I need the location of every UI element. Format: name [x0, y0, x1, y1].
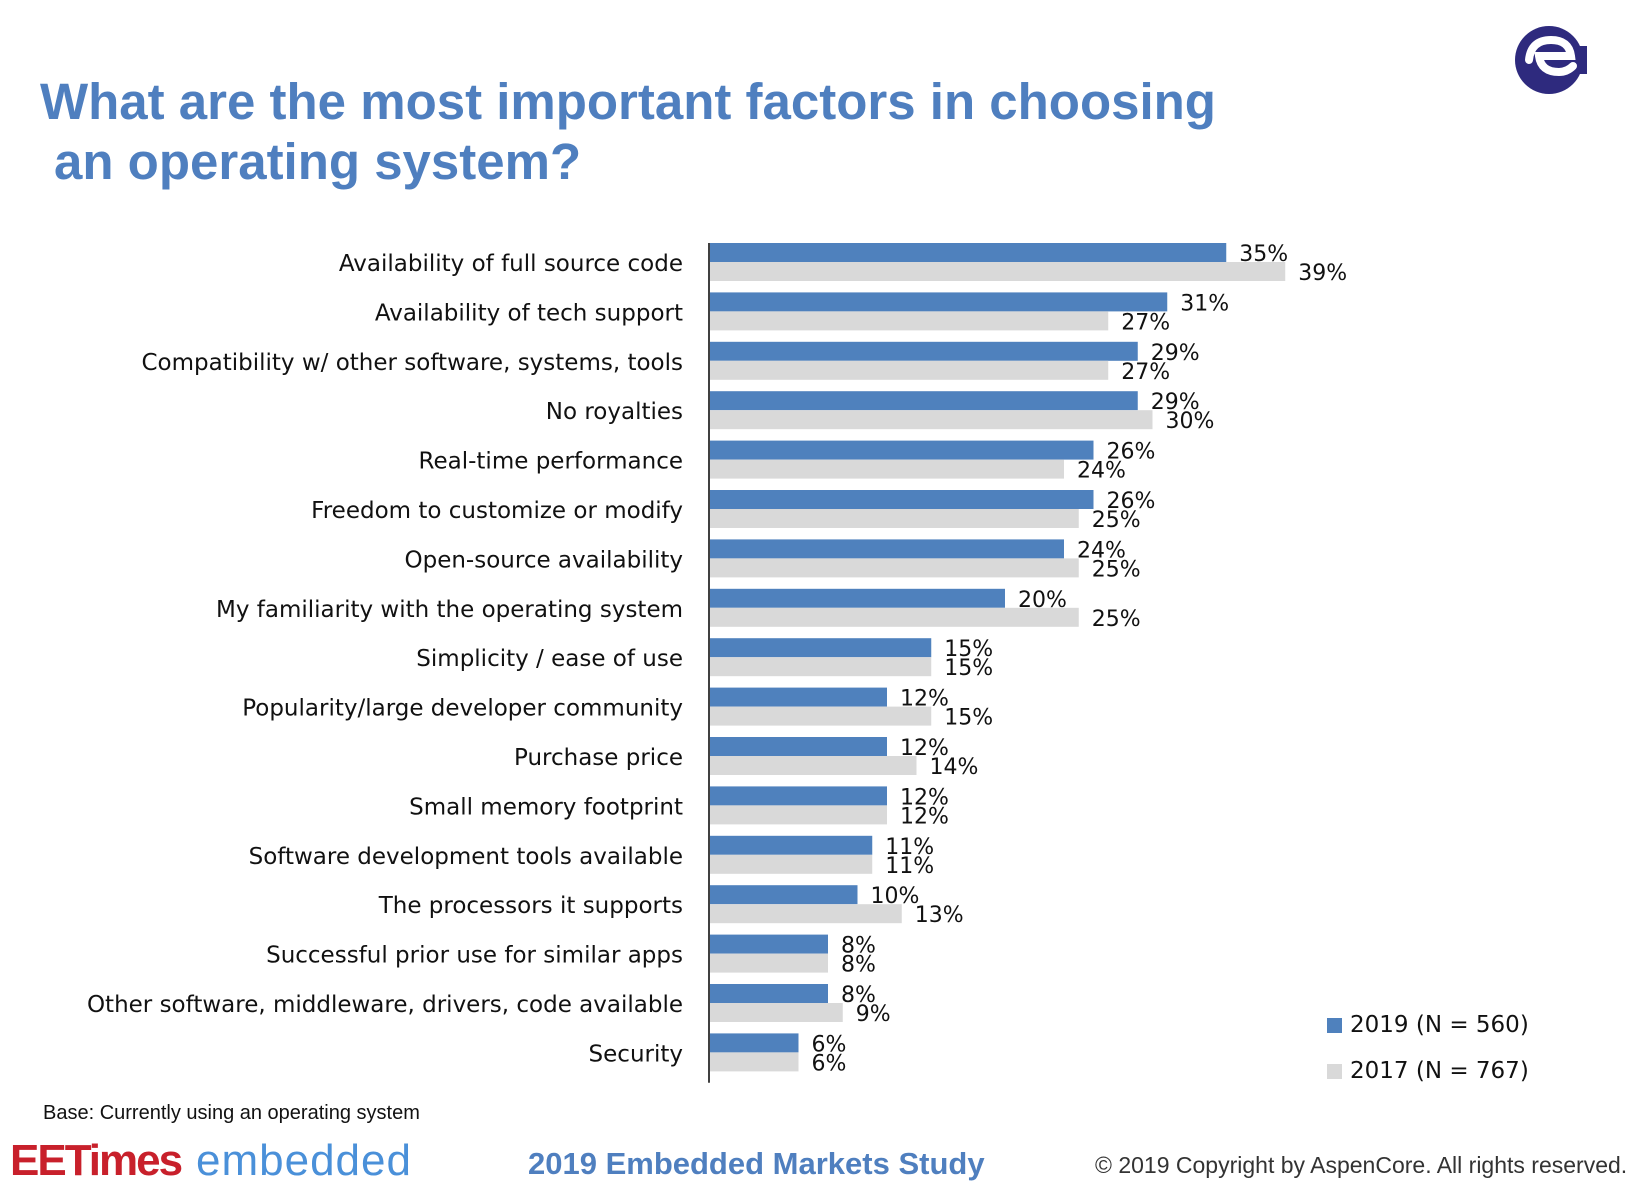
legend: 2019 (N = 560) 2017 (N = 767): [1327, 1008, 1529, 1100]
bar-2019: [710, 934, 828, 954]
legend-item-2019: 2019 (N = 560): [1327, 1008, 1529, 1042]
category-label: No royalties: [546, 399, 683, 425]
legend-swatch-2017: [1327, 1063, 1342, 1079]
legend-swatch-2019: [1327, 1017, 1342, 1033]
value-label-2019: 29%: [1151, 390, 1200, 415]
value-label-2017: 15%: [944, 656, 993, 681]
bar-2017: [710, 360, 1109, 380]
value-label-2017: 6%: [812, 1051, 847, 1076]
value-label-2017: 9%: [856, 1002, 891, 1027]
category-label: Software development tools available: [249, 844, 683, 870]
bar-2017: [710, 657, 932, 677]
bar-2019: [710, 490, 1094, 509]
bar-2017: [710, 1052, 799, 1072]
study-title: 2019 Embedded Markets Study: [528, 1146, 985, 1181]
bar-2017: [710, 805, 887, 825]
value-label-2017: 30%: [1166, 409, 1215, 434]
value-label-2019: 24%: [1077, 538, 1126, 563]
legend-item-2017: 2017 (N = 767): [1327, 1054, 1529, 1088]
value-label-2017: 27%: [1121, 360, 1170, 385]
bar-2019: [710, 638, 932, 658]
category-label: Real-time performance: [419, 449, 683, 475]
bar-2019: [710, 835, 873, 855]
value-label-2019: 15%: [944, 637, 993, 662]
category-label: The processors it supports: [378, 893, 683, 919]
value-label-2017: 39%: [1298, 261, 1347, 286]
bar-2019: [710, 391, 1138, 411]
value-label-2017: 13%: [915, 903, 964, 928]
value-label-2019: 6%: [812, 1032, 847, 1057]
category-label: Popularity/large developer community: [242, 696, 683, 722]
bar-2019: [710, 539, 1064, 559]
bar-2019: [710, 243, 1227, 262]
bar-2019: [710, 292, 1168, 312]
bar-2019: [710, 984, 828, 1003]
bar-2019: [710, 1033, 799, 1053]
category-label: Security: [589, 1041, 683, 1067]
bar-2017: [710, 558, 1079, 578]
category-label: Freedom to customize or modify: [311, 498, 683, 524]
value-label-2017: 15%: [944, 706, 993, 731]
category-label: My familiarity with the operating system: [216, 597, 683, 623]
value-label-2019: 26%: [1107, 440, 1156, 465]
value-label-2019: 26%: [1107, 489, 1156, 514]
bar-2019: [710, 341, 1138, 361]
embedded-logo: embedded: [196, 1136, 412, 1185]
bar-2019: [710, 588, 1005, 608]
value-label-2019: 29%: [1151, 341, 1200, 366]
bar-2017: [710, 953, 828, 973]
category-label: Simplicity / ease of use: [416, 646, 683, 672]
bar-2017: [710, 311, 1109, 331]
bar-2019: [710, 737, 887, 756]
value-label-2019: 12%: [900, 785, 949, 810]
value-label-2017: 27%: [1121, 310, 1170, 335]
bar-2019: [710, 440, 1094, 460]
legend-label-2017: 2017 (N = 767): [1350, 1058, 1529, 1084]
value-label-2017: 8%: [841, 953, 876, 978]
category-label: Successful prior use for similar apps: [266, 943, 683, 969]
category-label: Availability of tech support: [375, 300, 683, 326]
value-label-2017: 12%: [900, 804, 949, 829]
bar-2017: [710, 1003, 843, 1022]
copyright-notice: © 2019 Copyright by AspenCore. All right…: [1095, 1152, 1628, 1178]
bar-2017: [710, 706, 932, 726]
category-label: Compatibility w/ other software, systems…: [142, 350, 684, 376]
category-label: Availability of full source code: [339, 251, 683, 277]
bar-2019: [710, 786, 887, 806]
category-label: Purchase price: [514, 745, 683, 771]
bar-2019: [710, 885, 858, 905]
bar-2017: [710, 854, 873, 874]
category-label: Open-source availability: [405, 547, 684, 573]
value-label-2017: 25%: [1092, 508, 1141, 533]
bar-chart: Availability of full source code 35%39%Av…: [87, 242, 1347, 1083]
category-label: Other software, middleware, drivers, cod…: [87, 992, 683, 1018]
value-label-2019: 8%: [841, 934, 876, 959]
value-label-2017: 14%: [930, 755, 979, 780]
aspencore-logo-icon: [1515, 26, 1587, 94]
value-label-2017: 25%: [1092, 557, 1141, 582]
value-label-2019: 11%: [885, 835, 934, 860]
value-label-2017: 25%: [1092, 607, 1141, 632]
bar-2017: [710, 509, 1079, 528]
bar-2017: [710, 607, 1079, 627]
value-label-2017: 11%: [885, 854, 934, 879]
bar-2017: [710, 262, 1286, 281]
bar-2017: [710, 904, 902, 924]
bar-2017: [710, 756, 917, 775]
bar-2017: [710, 410, 1153, 430]
bar-2019: [710, 687, 887, 707]
value-label-2019: 31%: [1180, 291, 1229, 316]
eetimes-logo: EETimes: [10, 1136, 183, 1185]
chart-title: What are the most important factors in c…: [40, 72, 1340, 192]
base-note: Base: Currently using an operating syste…: [43, 1102, 420, 1124]
bar-2017: [710, 459, 1064, 479]
title-line-1: What are the most important factors in c…: [40, 73, 1216, 130]
title-line-2: an operating system?: [54, 133, 582, 190]
value-label-2017: 24%: [1077, 459, 1126, 484]
value-label-2019: 8%: [841, 983, 876, 1008]
legend-label-2019: 2019 (N = 560): [1350, 1012, 1529, 1038]
category-label: Small memory footprint: [409, 794, 683, 820]
